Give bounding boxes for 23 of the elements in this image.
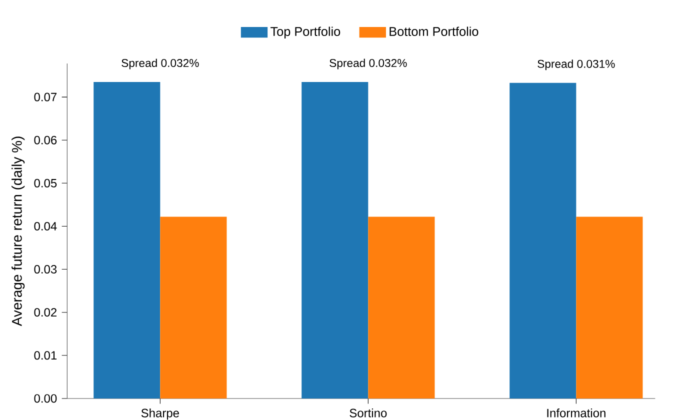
y-tick-label: 0.06 bbox=[34, 136, 57, 144]
y-tick-label: 0.07 bbox=[34, 92, 57, 102]
y-tick-label: 0.00 bbox=[34, 394, 57, 403]
y-tick-label: 0.01 bbox=[34, 351, 57, 360]
bar bbox=[302, 82, 368, 398]
annotation: Spread 0.031% bbox=[538, 60, 615, 70]
y-tick-label: 0.05 bbox=[34, 178, 57, 188]
bar bbox=[160, 216, 227, 398]
bar bbox=[94, 82, 160, 398]
x-tick-label: Sortino bbox=[350, 408, 387, 418]
annotation: Spread 0.032% bbox=[122, 58, 199, 70]
bar bbox=[576, 216, 643, 398]
bar bbox=[510, 82, 576, 398]
annotation: Spread 0.032% bbox=[330, 58, 407, 70]
y-tick-label: 0.03 bbox=[34, 265, 57, 274]
y-axis-title: Average future return (daily %) bbox=[12, 136, 25, 326]
x-tick-label: Information bbox=[547, 408, 606, 418]
legend-label: Top Portfolio bbox=[270, 26, 340, 39]
y-tick-label: 0.04 bbox=[34, 222, 57, 230]
legend-label: Bottom Portfolio bbox=[390, 26, 478, 36]
x-tick-label: Sharpe bbox=[141, 408, 179, 420]
y-tick-label: 0.02 bbox=[34, 308, 57, 317]
bar bbox=[368, 216, 435, 398]
